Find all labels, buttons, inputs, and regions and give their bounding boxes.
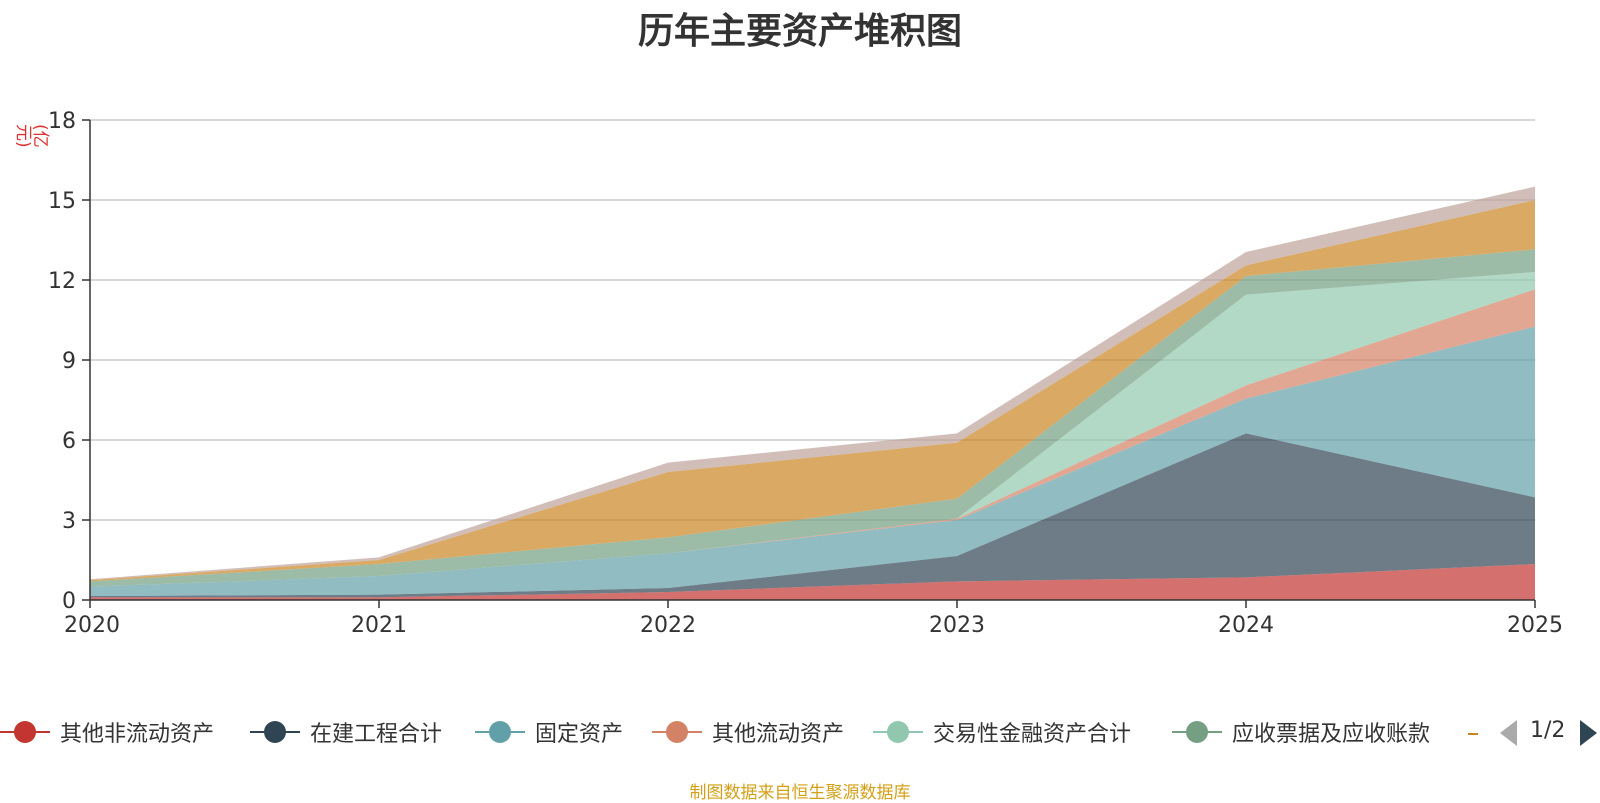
legend-item[interactable]: 其他流动资产 (652, 712, 844, 752)
legend-item[interactable]: 在建工程合计 (250, 712, 442, 752)
legend-marker-icon (873, 712, 923, 752)
legend-label: 在建工程合计 (310, 722, 443, 747)
area-固定资产 (90, 326, 1535, 596)
legend-label: 应收票据及应收账款 (1232, 722, 1431, 747)
y-tick-label: 18 (48, 109, 76, 134)
legend-pager: 1/2 (1500, 712, 1600, 752)
y-tick-label: 15 (48, 189, 76, 214)
x-tick-label: 2022 (640, 613, 696, 638)
grid-lines (90, 119, 1535, 521)
chart-title: 历年主要资产堆积图 (637, 11, 962, 52)
legend-next-page-icon[interactable] (1580, 720, 1597, 746)
y-tick-label: 6 (62, 429, 76, 454)
legend-marker-icon (475, 712, 525, 752)
legend-label: 交易性金融资产合计 (933, 722, 1132, 747)
area-其他资产 (90, 186, 1535, 580)
y-tick-label: 9 (62, 349, 76, 374)
x-tick-label: 2023 (929, 613, 985, 638)
x-tick-label: 2020 (64, 613, 120, 638)
y-tick-label: 3 (62, 509, 76, 534)
area-在建工程合计 (90, 433, 1535, 598)
x-tick-label: 2024 (1218, 613, 1274, 638)
y-tick-label: 12 (48, 269, 76, 294)
axes: 0 3 6 9 12 15 18 2020 2021 2022 2023 2024 2025 (48, 109, 1563, 638)
y-axis-label: (亿元) (13, 124, 50, 148)
legend-prev-page-icon[interactable] (1500, 720, 1517, 746)
area-其他非流动资产 (90, 564, 1535, 600)
area-交易性金融资产合计 (90, 272, 1535, 587)
legend-item[interactable]: 固定资产 (475, 712, 623, 752)
legend-marker-icon (652, 712, 702, 752)
legend-marker-icon (1172, 712, 1222, 752)
legend-item[interactable]: 应收票据及应收账款 (1172, 712, 1430, 752)
x-tick-label: 2025 (1507, 613, 1563, 638)
x-tick-label: 2021 (351, 613, 407, 638)
area-应收票据及应收账款 (90, 249, 1535, 587)
legend-label: 其他非流动资产 (60, 722, 215, 747)
legend-page-indicator: 1/2 (1530, 718, 1566, 743)
source-note: 制图数据来自恒生聚源数据库 (689, 783, 911, 803)
legend-truncated-marker (1468, 733, 1478, 735)
area-series (90, 186, 1535, 600)
legend-label: 固定资产 (535, 722, 624, 747)
legend-marker-icon (0, 712, 50, 752)
legend-marker-icon (250, 712, 300, 752)
legend-item[interactable]: 交易性金融资产合计 (873, 712, 1131, 752)
legend-item[interactable]: 其他非流动资产 (0, 712, 214, 752)
legend: 其他非流动资产 在建工程合计 固定资产 其他流动资产 交易性金融资产合计 应收票据及应收账… (0, 712, 1600, 752)
y-tick-label: 0 (62, 589, 76, 614)
area-存货 (90, 200, 1535, 582)
legend-label: 其他流动资产 (712, 722, 845, 747)
